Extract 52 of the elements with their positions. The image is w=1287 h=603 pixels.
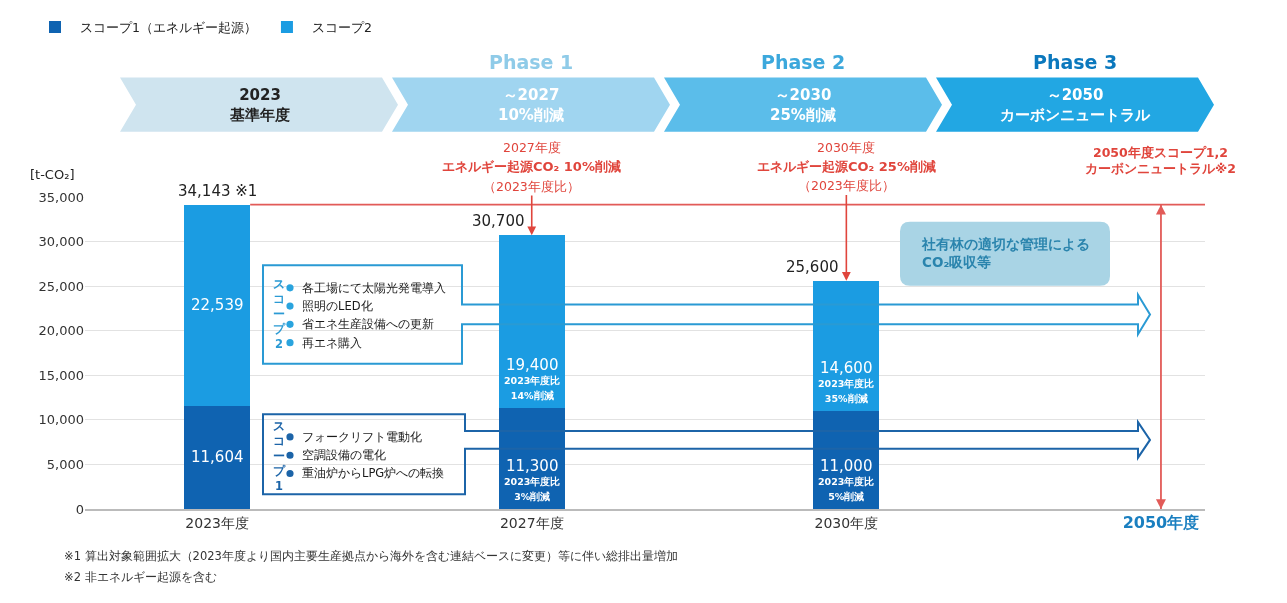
legend-label: スコープ1（エネルギー起源） [80,19,257,35]
y-axis-title: [t-CO₂] [30,167,75,182]
annotation: 社有林の適切な管理による CO₂吸収等 [921,236,1090,270]
data-label: 22,539 [191,296,244,314]
text: Phase 2 [761,51,846,73]
annotation: 照明のLED化 [302,299,373,313]
bar [184,405,251,509]
y-tick-label: 10,000 [38,412,84,428]
y-tick-label: 15,000 [38,367,84,383]
legend-label: スコープ2 [311,19,372,35]
y-tick-label: 25,000 [38,278,84,294]
annotation: スコープ1 [273,419,286,493]
annotation: 再エネ購入 [302,336,362,350]
text: ～2030 25%削減 [770,86,836,124]
text: ～2027 10%削減 [498,86,564,124]
y-tick-label: 30,000 [38,234,84,250]
bar [184,204,251,406]
text: エネルギー起源CO₂ 10%削減 [442,159,621,174]
text: 2023 基準年度 [229,86,290,124]
data-label: 11,604 [191,448,244,466]
total-label: 34,143 ※1 [178,182,258,200]
text: エネルギー起源CO₂ 25%削減 [757,159,936,174]
x-tick-label: 2050年度 [1122,512,1200,532]
y-tick-label: 35,000 [38,189,84,205]
data-label: 11,300 2023年度比 3%削減 [504,457,561,502]
annotation: （2023年度比） [798,178,895,193]
annotation: 空調設備の電化 [302,448,386,462]
text: 2030年度 [817,140,875,155]
x-tick-label: 2023年度 [185,514,249,531]
text: ～2050 カーボンニュートラル [1000,86,1151,124]
annotation: 省エネ生産設備への更新 [302,317,434,331]
y-tick-label: 20,000 [38,323,84,339]
text: ※2 非エネルギー起源を含む [64,570,217,584]
text: Phase 3 [1033,51,1118,73]
text: Phase 1 [489,51,574,73]
annotation: スコープ2 [273,277,286,351]
total-label: 30,700 [472,212,525,230]
data-label: 14,600 2023年度比 35%削減 [818,359,875,404]
total-label: 25,600 [786,258,839,276]
y-tick-label: 5,000 [46,456,84,472]
text: 2027年度 [503,140,561,155]
annotation: 重油炉からLPG炉への転換 [302,466,445,480]
annotation: 各工場にて太陽光発電導入 [302,281,446,295]
x-tick-label: 2027年度 [499,514,564,531]
data-label: 19,400 2023年度比 14%削減 [504,356,561,401]
annotation: フォークリフト電動化 [302,430,422,444]
annotation: （2023年度比） [483,179,580,194]
text: ※1 算出対象範囲拡大（2023年度より国内主要生産拠点から海外を含む連結ベースに変更）等に伴い総排出量増加 [64,549,678,563]
y-tick-label: 0 [75,501,84,517]
data-label: 11,000 2023年度比 5%削減 [818,457,875,502]
x-tick-label: 2030年度 [814,514,879,531]
text: 2050年度スコープ1,2 カーボンニュートラル※2 [1085,145,1236,177]
